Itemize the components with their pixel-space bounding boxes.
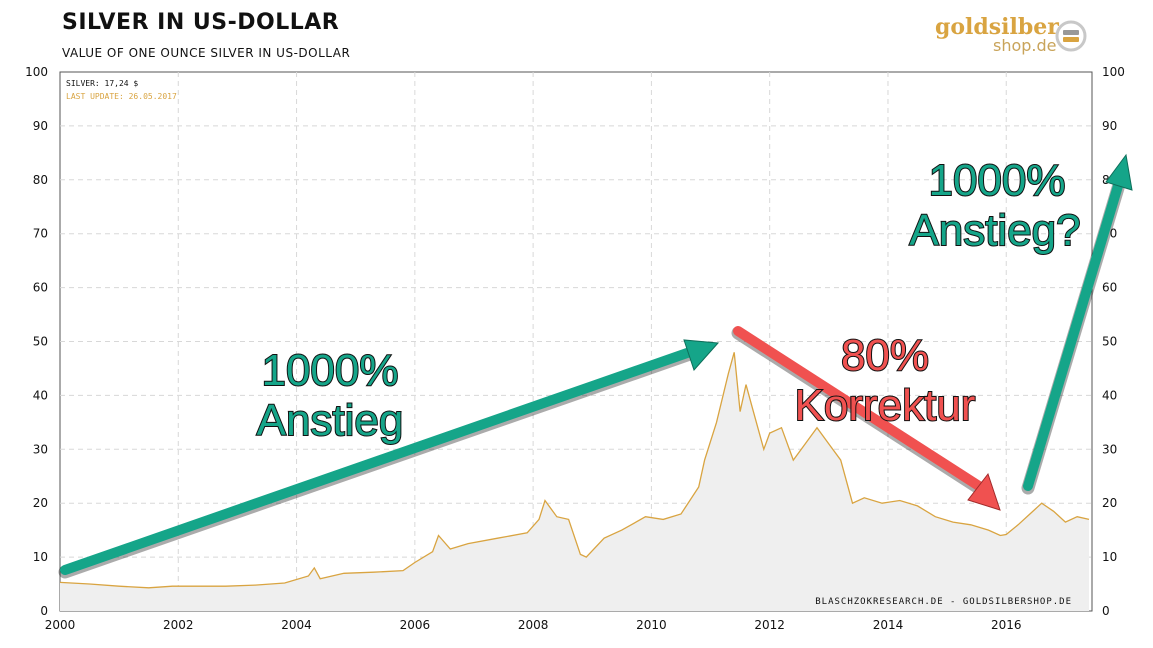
y-tick-label-right: 0 [1102, 604, 1110, 618]
x-tick-label: 2004 [281, 618, 312, 632]
y-tick-label-right: 60 [1102, 281, 1117, 295]
x-tick-label: 2012 [754, 618, 785, 632]
y-tick-label-left: 50 [33, 335, 48, 349]
chart-credit: BLASCHZOKRESEARCH.DE - GOLDSILBERSHOP.DE [815, 597, 1072, 607]
x-tick-label: 2010 [636, 618, 667, 632]
info-update: LAST UPDATE: 26.05.2017 [66, 92, 177, 101]
gold-bar-icon [1055, 20, 1087, 52]
x-tick-label: 2002 [163, 618, 194, 632]
annotation-rise-1-label: Anstieg [257, 396, 404, 445]
y-tick-label-right: 40 [1102, 388, 1117, 402]
info-price: SILVER: 17,24 $ [66, 79, 138, 88]
y-tick-label-left: 90 [33, 119, 48, 133]
y-tick-label-right: 90 [1102, 119, 1117, 133]
x-tick-label: 2014 [873, 618, 904, 632]
y-tick-label-right: 10 [1102, 550, 1117, 564]
chart-subtitle: VALUE OF ONE OUNCE SILVER IN US-DOLLAR [62, 46, 351, 60]
y-tick-label-right: 50 [1102, 335, 1117, 349]
y-tick-label-right: 30 [1102, 442, 1117, 456]
fall-arrow [731, 326, 1001, 511]
annotation-rise-1-percent: 1000% [261, 346, 398, 395]
y-tick-label-left: 30 [33, 442, 48, 456]
logo-text-bottom: shop.de [993, 36, 1057, 55]
x-tick-label: 2000 [45, 618, 76, 632]
logo-text-top: goldsilber [935, 14, 1059, 40]
y-tick-label-left: 20 [33, 496, 48, 510]
silver-price-line [59, 352, 1090, 589]
annotation-fall-label: Korrektur [795, 381, 976, 430]
brand-logo: goldsilber shop.de [935, 14, 1095, 64]
chart-title: SILVER IN US-DOLLAR [62, 10, 340, 35]
annotation-rise-2-percent: 1000% [928, 156, 1065, 205]
y-tick-label-left: 100 [25, 65, 48, 79]
rise-arrow-1 [58, 339, 720, 579]
x-tick-label: 2006 [400, 618, 431, 632]
rise-arrow-2 [1021, 153, 1133, 495]
y-tick-label-left: 10 [33, 550, 48, 564]
y-tick-label-left: 70 [33, 227, 48, 241]
y-tick-label-left: 60 [33, 281, 48, 295]
silver-price-area [60, 352, 1089, 611]
y-tick-label-left: 80 [33, 173, 48, 187]
x-tick-label: 2016 [991, 618, 1022, 632]
y-tick-label-left: 40 [33, 388, 48, 402]
x-tick-label: 2008 [518, 618, 549, 632]
y-tick-label-right: 100 [1102, 65, 1125, 79]
annotation-rise-2-label: Anstieg? [909, 206, 1080, 255]
y-tick-label-right: 20 [1102, 496, 1117, 510]
axis-ticks: 0010102020303040405050606070708080909010… [25, 65, 1125, 632]
y-tick-label-left: 0 [40, 604, 48, 618]
annotation-fall-percent: 80% [841, 331, 929, 380]
